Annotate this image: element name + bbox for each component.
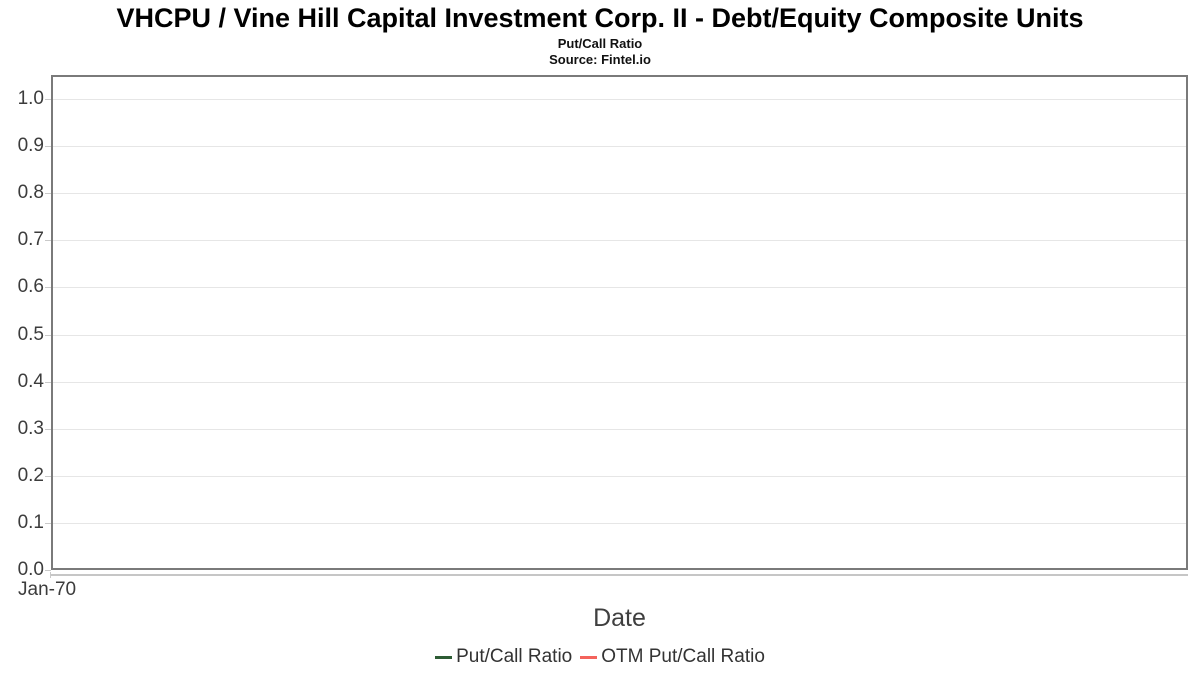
gridline bbox=[53, 287, 1186, 289]
y-tick-mark bbox=[45, 570, 51, 571]
gridline bbox=[53, 428, 1186, 430]
plot-area bbox=[51, 75, 1188, 570]
legend-line-marker bbox=[435, 655, 453, 659]
y-tick-mark bbox=[45, 240, 51, 242]
y-tick-mark bbox=[45, 428, 51, 430]
y-tick-label: 0.5 bbox=[17, 323, 44, 345]
y-tick-label: 0.8 bbox=[17, 182, 44, 204]
y-tick-mark bbox=[45, 334, 51, 336]
x-axis-secondary-line bbox=[51, 574, 1188, 576]
x-tick-mark bbox=[50, 572, 51, 578]
y-tick-label: 1.0 bbox=[17, 88, 44, 109]
y-tick-label: 0.0 bbox=[17, 559, 44, 580]
gridline bbox=[53, 240, 1186, 242]
y-tick-label: 0.6 bbox=[17, 276, 44, 298]
chart-subtitle: Put/Call Ratio bbox=[557, 36, 643, 51]
y-tick-label: 0.7 bbox=[17, 229, 44, 251]
y-tick-label: 0.9 bbox=[17, 135, 44, 157]
y-tick-mark bbox=[45, 475, 51, 477]
x-axis-title: Date bbox=[593, 604, 646, 632]
gridline bbox=[53, 475, 1186, 477]
legend-item: OTM Put/Call Ratio bbox=[580, 646, 765, 668]
chart-source: Source: Fintel.io bbox=[549, 52, 651, 67]
x-tick-label: Jan-70 bbox=[18, 579, 77, 600]
y-tick-mark bbox=[45, 193, 51, 195]
legend-line-marker bbox=[580, 655, 598, 659]
legend-label: Put/Call Ratio bbox=[456, 646, 573, 667]
y-tick-mark bbox=[45, 99, 51, 100]
y-tick-label: 0.3 bbox=[17, 417, 44, 439]
gridline bbox=[53, 334, 1186, 336]
gridline bbox=[53, 146, 1186, 148]
gridline bbox=[53, 381, 1186, 383]
y-tick-label: 0.2 bbox=[17, 464, 44, 486]
y-tick-mark bbox=[45, 522, 51, 524]
chart-title: VHCPU / Vine Hill Capital Investment Cor… bbox=[116, 3, 1084, 33]
y-tick-label: 0.1 bbox=[17, 511, 44, 533]
y-tick-label: 0.4 bbox=[17, 370, 44, 392]
y-tick-mark bbox=[45, 381, 51, 383]
y-tick-mark bbox=[45, 287, 51, 289]
legend: Put/Call Ratio OTM Put/Call Ratio bbox=[0, 646, 1200, 668]
legend-label: OTM Put/Call Ratio bbox=[601, 646, 765, 667]
gridline bbox=[53, 522, 1186, 524]
gridline bbox=[53, 99, 1186, 100]
gridline bbox=[53, 193, 1186, 195]
y-tick-mark bbox=[45, 146, 51, 148]
legend-item: Put/Call Ratio bbox=[435, 646, 572, 668]
